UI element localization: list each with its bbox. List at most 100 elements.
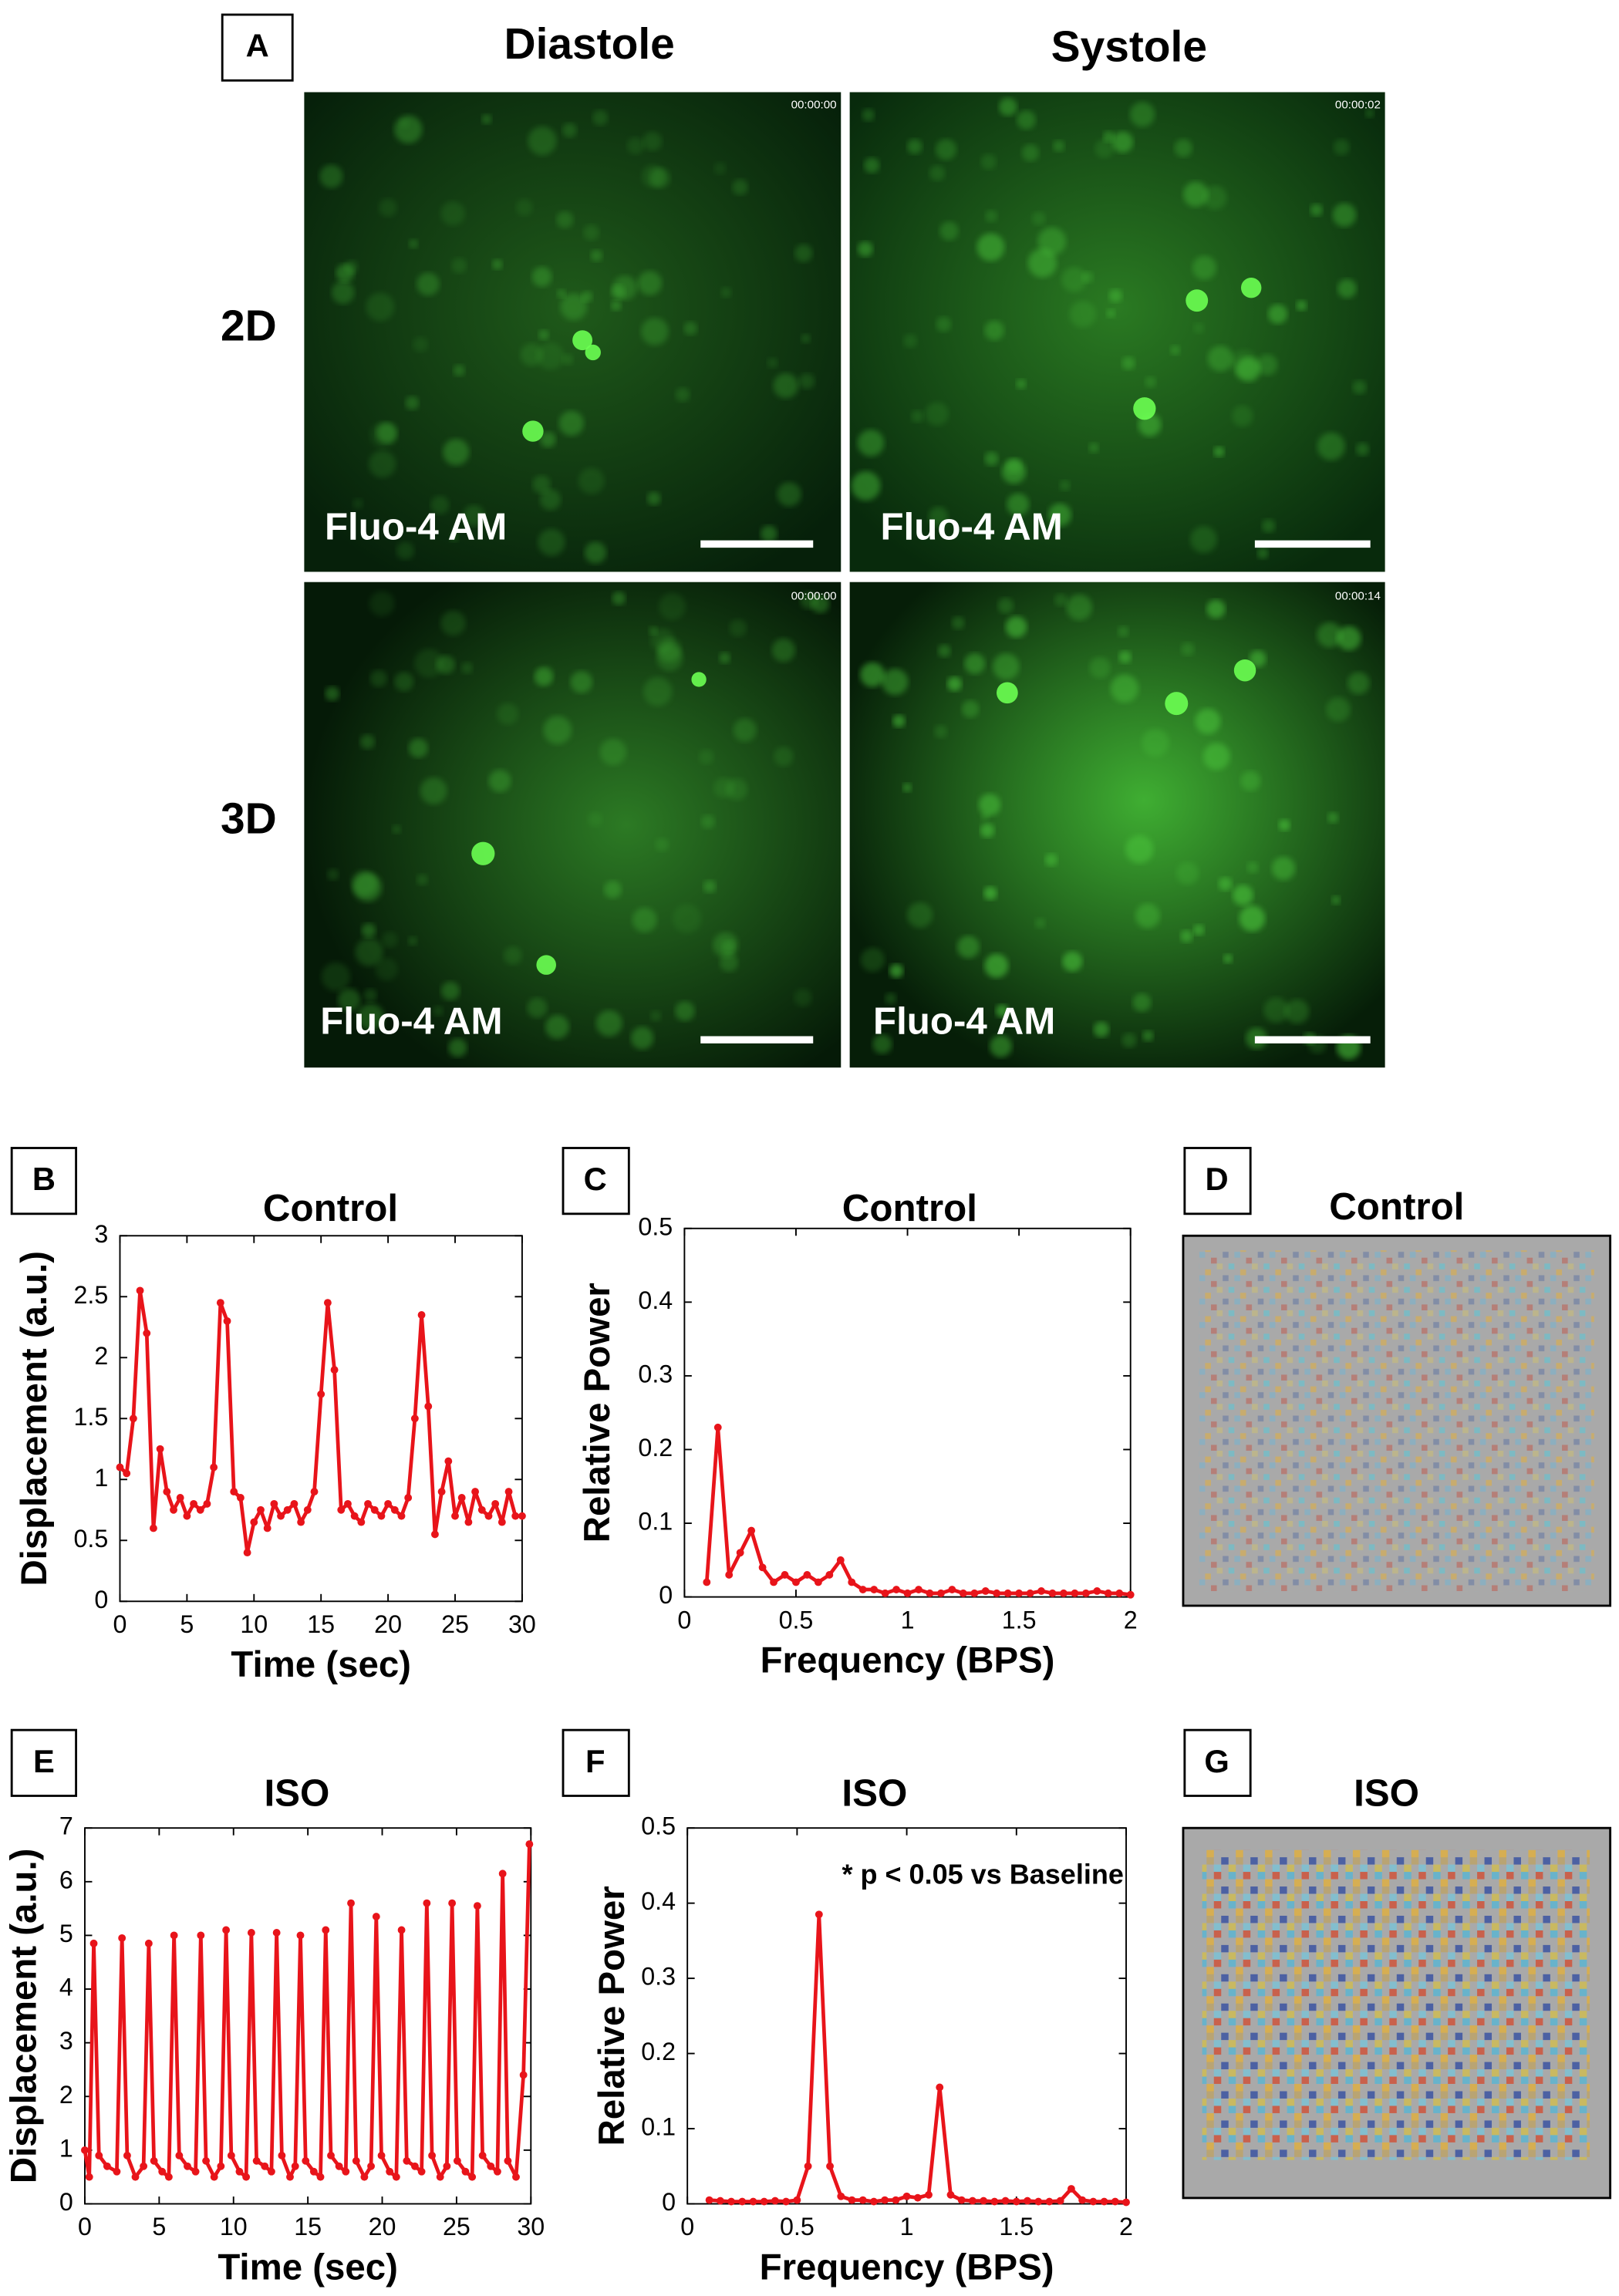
cell [527, 997, 548, 1018]
cell [1193, 322, 1205, 334]
data-point [892, 2196, 900, 2204]
data-point [377, 1512, 386, 1520]
x-axis-label: Frequency (BPS) [760, 2247, 1054, 2288]
data-point [242, 2173, 251, 2181]
data-point [283, 1505, 292, 1514]
cell [903, 334, 917, 348]
cell [394, 672, 414, 692]
cell [719, 652, 730, 664]
data-point [370, 1505, 379, 1514]
data-point [323, 1299, 332, 1307]
cell [1263, 997, 1289, 1023]
panel-label-box [562, 1147, 630, 1215]
data-point [436, 2173, 444, 2181]
cell [1069, 301, 1096, 328]
cell [1048, 503, 1071, 527]
plot-frame [683, 1227, 1132, 1598]
data-point [1015, 1589, 1024, 1597]
cell [570, 671, 592, 693]
data-point [464, 1518, 473, 1526]
cell [860, 948, 885, 972]
cell [1021, 143, 1040, 162]
data-point [191, 2167, 200, 2176]
row-label: 3D [221, 795, 277, 844]
data-point [1078, 2196, 1087, 2204]
data-point [176, 1494, 184, 1502]
cell [936, 316, 952, 332]
x-tick-label: 2 [1124, 1606, 1138, 1633]
y-tick-label: 1 [94, 1464, 108, 1492]
data-point [1122, 2198, 1130, 2207]
data-point [473, 1902, 481, 1910]
bright-cell [1186, 289, 1209, 312]
cell [1232, 405, 1253, 427]
cell [359, 734, 375, 750]
data-point [150, 2156, 158, 2165]
cell [726, 778, 748, 801]
cell [1121, 356, 1135, 370]
cell [911, 410, 924, 423]
panel-label: G [1204, 1743, 1229, 1779]
cell [649, 625, 658, 636]
data-point [758, 1563, 767, 1572]
micrograph [304, 92, 842, 572]
cell [675, 1001, 695, 1021]
panel-label-box [1183, 1147, 1252, 1215]
cell [925, 402, 949, 426]
cell [515, 198, 533, 216]
data-point [222, 1926, 231, 1934]
cell [655, 838, 670, 852]
data-point [782, 2197, 791, 2206]
cell [366, 292, 395, 322]
data-line [704, 1425, 1132, 1597]
data-point [926, 1589, 934, 1597]
data-point [980, 2197, 988, 2205]
cell [657, 638, 682, 662]
y-tick-label: 0.1 [638, 1508, 673, 1536]
data-point [881, 2196, 889, 2204]
data-point [158, 2167, 167, 2176]
data-point [267, 2167, 275, 2176]
data-point [303, 1505, 312, 1514]
data-point [493, 2167, 501, 2176]
cell [369, 669, 387, 687]
cell [1332, 203, 1357, 227]
data-point [203, 1499, 211, 1508]
cell [376, 422, 398, 443]
cell [1218, 877, 1233, 891]
stain-label: Fluo-4 AM [873, 1000, 1055, 1042]
cell [1223, 954, 1233, 963]
y-tick-label: 0 [94, 1586, 108, 1613]
data-point [848, 1578, 856, 1586]
cell [612, 275, 637, 300]
data-point [915, 1586, 922, 1593]
data-point [511, 1512, 520, 1520]
cell [417, 874, 428, 885]
cell [1062, 951, 1083, 972]
data-point [1100, 2197, 1108, 2206]
data-point [970, 1589, 979, 1597]
timestamp: 00:00:00 [791, 590, 837, 603]
cell [1093, 1021, 1109, 1037]
cell [929, 165, 946, 181]
data-point [825, 1571, 834, 1579]
timestamp: 00:00:14 [1335, 590, 1381, 603]
data-point [344, 1499, 352, 1508]
data-point [451, 1512, 459, 1520]
y-axis-label: Displacement (a.u.) [4, 1849, 45, 2184]
data-point [444, 1457, 453, 1465]
data-point [261, 2162, 269, 2170]
y-tick-label: 1.5 [74, 1403, 109, 1431]
cell [1190, 526, 1217, 553]
cell [721, 939, 735, 954]
cell [632, 907, 657, 932]
cell [355, 938, 383, 966]
cell [1278, 819, 1290, 831]
cell [363, 988, 377, 1003]
data-point [81, 2146, 89, 2154]
data-point [747, 1526, 756, 1535]
cell [1337, 278, 1357, 298]
data-point [770, 1578, 777, 1586]
cell [983, 886, 997, 900]
data-point [123, 1469, 131, 1478]
